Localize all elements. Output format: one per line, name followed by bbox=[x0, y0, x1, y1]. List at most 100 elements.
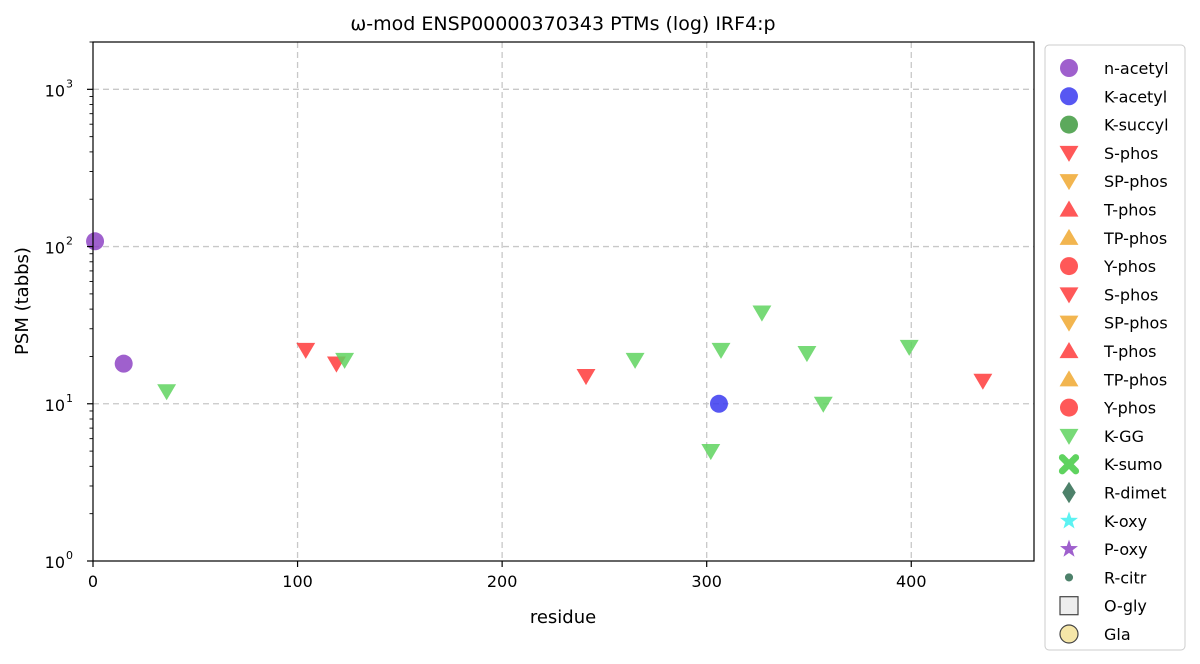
legend-label: S-phos bbox=[1104, 285, 1158, 304]
data-point-s-phos bbox=[576, 369, 596, 386]
y-tick-exponent: 3 bbox=[66, 77, 73, 90]
data-point-k-gg bbox=[813, 396, 833, 413]
legend-marker bbox=[1058, 454, 1080, 475]
data-point-k-gg bbox=[797, 346, 817, 363]
grid bbox=[93, 42, 1034, 561]
legend-entry: SP-phos bbox=[1059, 314, 1168, 333]
y-tick-exponent: 2 bbox=[66, 235, 73, 248]
chart-title: ω-mod ENSP00000370343 PTMs (log) IRF4:p bbox=[350, 13, 775, 35]
legend-frame bbox=[1044, 44, 1186, 651]
legend-entry: P-oxy bbox=[1060, 539, 1148, 559]
legend-marker bbox=[1060, 398, 1078, 417]
legend-marker bbox=[1059, 428, 1079, 445]
legend-marker bbox=[1059, 596, 1079, 616]
legend-label: O-gly bbox=[1104, 597, 1147, 616]
legend-entry: Y-phos bbox=[1060, 398, 1156, 418]
y-tick-label: 10 bbox=[45, 239, 65, 258]
legend-label: S-phos bbox=[1104, 144, 1158, 163]
data-point-s-phos bbox=[296, 342, 316, 359]
legend-marker bbox=[1059, 145, 1079, 162]
data-point-k-gg bbox=[711, 342, 731, 359]
legend-label: T-phos bbox=[1103, 342, 1157, 361]
legend-marker bbox=[1060, 257, 1078, 276]
x-tick-label: 300 bbox=[691, 572, 722, 591]
data-point-k-gg bbox=[752, 305, 772, 322]
data-point-k-gg bbox=[701, 444, 721, 461]
y-tick-label: 10 bbox=[45, 553, 65, 572]
y-tick-exponent: 0 bbox=[66, 549, 73, 562]
legend-label: K-succyl bbox=[1104, 116, 1169, 135]
data-point-n-acetyl bbox=[114, 354, 133, 373]
legend-marker bbox=[1059, 342, 1079, 359]
x-stroke bbox=[1058, 454, 1080, 475]
y-tick-label: 10 bbox=[45, 396, 65, 415]
x-tick-label: 0 bbox=[88, 572, 98, 591]
legend-entry: K-succyl bbox=[1060, 115, 1169, 135]
legend-entry: SP-phos bbox=[1059, 172, 1168, 191]
legend-entry: Y-phos bbox=[1060, 257, 1156, 276]
legend-entry: R-citr bbox=[1064, 568, 1147, 587]
legend-marker bbox=[1060, 115, 1078, 134]
legend-marker bbox=[1059, 200, 1079, 217]
legend-label: Gla bbox=[1104, 625, 1131, 644]
legend-label: T-phos bbox=[1103, 201, 1157, 220]
data-point-k-gg bbox=[625, 352, 645, 369]
legend-marker bbox=[1059, 315, 1079, 332]
legend-entry: TP-phos bbox=[1059, 370, 1167, 389]
x-axis: 0 100 200 300 400 bbox=[88, 561, 927, 591]
data-point-k-acetyl bbox=[709, 394, 728, 413]
data-marks bbox=[86, 232, 993, 461]
legend-entry: K-GG bbox=[1059, 427, 1144, 446]
legend-label: P-oxy bbox=[1104, 540, 1148, 559]
legend-marker bbox=[1059, 287, 1079, 304]
legend-entry: K-acetyl bbox=[1060, 87, 1167, 106]
legend-marker bbox=[1060, 87, 1078, 106]
y-tick-exponent: 1 bbox=[66, 392, 73, 405]
legend-label: K-acetyl bbox=[1104, 87, 1167, 106]
legend-marker bbox=[1059, 370, 1079, 387]
legend-marker bbox=[1059, 228, 1079, 245]
legend-marker bbox=[1060, 511, 1078, 529]
legend-label: n-acetyl bbox=[1104, 59, 1169, 78]
x-axis-label: residue bbox=[530, 607, 596, 628]
legend: n-acetyl K-acetyl K-succyl S-phos SP-phos T-p… bbox=[1044, 44, 1186, 651]
y-axis-label: PSM (tabbs) bbox=[12, 247, 33, 355]
legend-label: SP-phos bbox=[1104, 172, 1168, 191]
legend-label: R-citr bbox=[1104, 568, 1147, 587]
data-point-k-gg bbox=[899, 339, 919, 356]
legend-label: K-oxy bbox=[1104, 512, 1147, 531]
data-point-s-phos bbox=[973, 373, 993, 390]
data-point-k-gg bbox=[157, 384, 177, 401]
legend-marker bbox=[1062, 481, 1076, 504]
legend-label: Y-phos bbox=[1103, 399, 1156, 418]
legend-marker bbox=[1059, 174, 1079, 191]
legend-label: SP-phos bbox=[1104, 314, 1168, 333]
x-tick-label: 100 bbox=[282, 572, 313, 591]
y-tick-label: 10 bbox=[45, 81, 65, 100]
legend-entry: T-phos bbox=[1059, 342, 1157, 361]
x-tick-label: 400 bbox=[896, 572, 927, 591]
legend-entry: Gla bbox=[1059, 624, 1131, 644]
legend-entry: T-phos bbox=[1059, 200, 1157, 220]
legend-label: K-GG bbox=[1104, 427, 1144, 446]
legend-marker bbox=[1060, 59, 1078, 77]
legend-label: TP-phos bbox=[1103, 229, 1167, 248]
legend-entry: K-oxy bbox=[1060, 511, 1147, 531]
legend-entry: O-gly bbox=[1059, 596, 1147, 616]
data-point-n-acetyl bbox=[86, 232, 105, 251]
legend-label: Y-phos bbox=[1103, 257, 1156, 276]
legend-marker bbox=[1060, 539, 1078, 557]
legend-entry: TP-phos bbox=[1059, 228, 1167, 248]
plot-frame bbox=[92, 41, 1035, 562]
legend-label: K-sumo bbox=[1104, 455, 1162, 474]
legend-entry: R-dimet bbox=[1062, 481, 1167, 504]
data-point-k-gg bbox=[335, 352, 355, 369]
legend-label: TP-phos bbox=[1103, 370, 1167, 389]
legend-entry: S-phos bbox=[1059, 285, 1158, 304]
legend-label: R-dimet bbox=[1104, 484, 1167, 503]
x-tick-label: 200 bbox=[487, 572, 518, 591]
legend-marker bbox=[1064, 573, 1074, 582]
legend-entry: K-sumo bbox=[1058, 454, 1162, 475]
